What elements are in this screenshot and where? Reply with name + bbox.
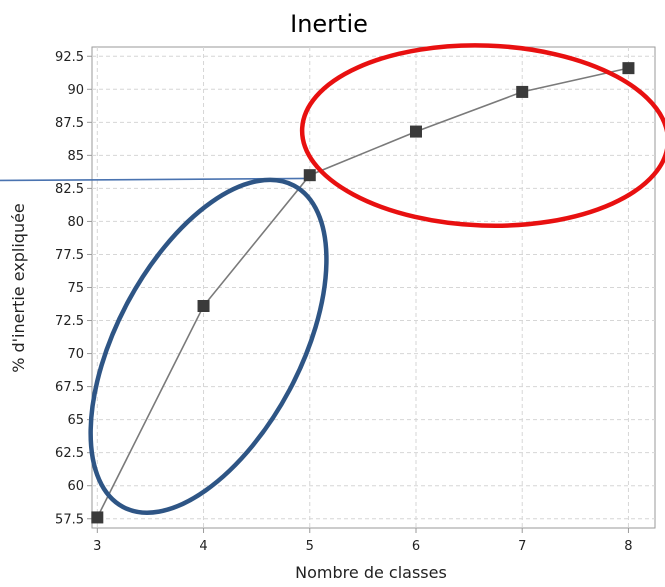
x-tick-label: 7 — [518, 539, 526, 554]
highlight-layer — [88, 43, 665, 515]
y-tick-label: 92.5 — [55, 50, 84, 65]
y-tick-label: 80 — [67, 215, 84, 230]
data-point — [409, 125, 422, 138]
y-tick-label: 70 — [67, 347, 84, 362]
y-tick-label: 90 — [67, 83, 84, 98]
x-tick-label: 5 — [306, 539, 314, 554]
grid-lines — [92, 47, 655, 528]
y-tick-label: 57.5 — [55, 512, 84, 527]
x-tick-label: 6 — [412, 539, 420, 554]
y-axis-title: % d'inertie expliquée — [9, 203, 28, 373]
highlight-ellipse-low — [88, 177, 329, 515]
x-axis-title: Nombre de classes — [295, 563, 447, 582]
series-layer — [91, 62, 635, 524]
y-tick-label: 75 — [67, 281, 84, 296]
x-tick-label: 8 — [624, 539, 632, 554]
y-tick-label: 72.5 — [55, 314, 84, 329]
series-line — [96, 67, 629, 518]
x-tick-label: 4 — [199, 539, 207, 554]
y-tick-label: 62.5 — [55, 446, 84, 461]
y-tick-label: 85 — [67, 149, 84, 164]
data-point — [303, 169, 316, 182]
y-tick-label: 82.5 — [55, 182, 84, 197]
data-point — [91, 511, 104, 524]
x-tick-label: 3 — [93, 539, 101, 554]
highlight-ellipse-high — [299, 43, 665, 228]
y-tick-label: 77.5 — [55, 248, 84, 263]
data-point — [516, 85, 529, 98]
data-point — [197, 300, 210, 312]
axis-ticks: 3 4 5 6 7 8 57.5 60 62.5 65 67.5 70 72.5 75 77.5 80 82.5… — [55, 50, 633, 554]
data-point — [622, 62, 635, 75]
chart-title: Inertie — [290, 10, 368, 38]
y-tick-label: 65 — [67, 413, 84, 428]
y-tick-label: 60 — [67, 479, 84, 494]
y-tick-label: 87.5 — [55, 116, 84, 131]
y-tick-label: 67.5 — [55, 380, 84, 395]
